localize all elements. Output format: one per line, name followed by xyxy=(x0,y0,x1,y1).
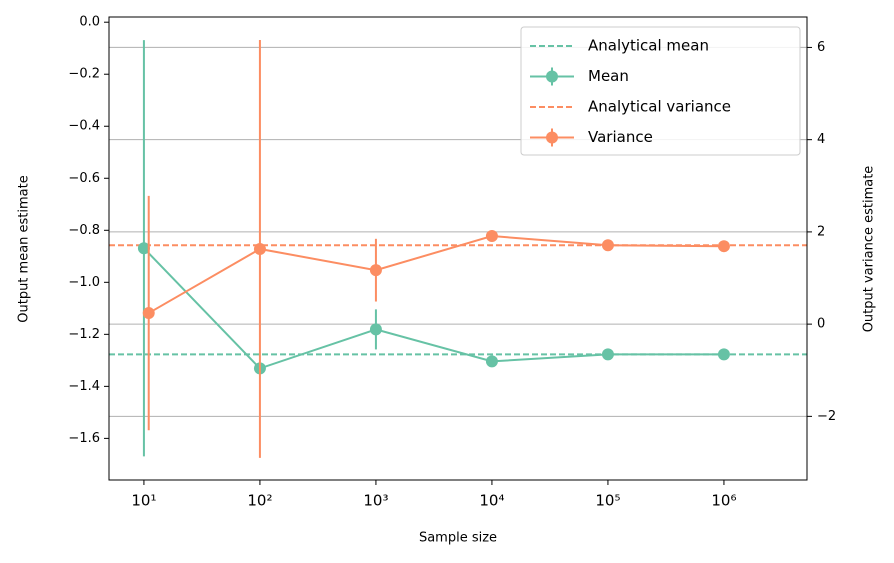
series-line xyxy=(148,235,724,314)
series-line xyxy=(143,247,724,370)
y-axis-label: Output mean estimate xyxy=(17,175,32,323)
legend-label: Analytical variance xyxy=(588,98,731,116)
marker xyxy=(369,323,382,336)
marker xyxy=(137,242,150,255)
y2-tick-label: −2 xyxy=(817,409,836,424)
y-tick-label: 0.0 xyxy=(79,15,100,30)
legend-swatch xyxy=(546,70,558,83)
y2-axis-label: Output variance estimate xyxy=(862,166,877,333)
x-tick-label: 10¹ xyxy=(131,492,156,510)
x-tick-label: 10⁵ xyxy=(595,492,620,510)
x-tick-label: 10⁴ xyxy=(479,492,504,510)
marker xyxy=(485,355,498,368)
marker xyxy=(601,348,614,361)
legend-box xyxy=(520,26,801,156)
y-tick-label: −0.8 xyxy=(68,223,100,238)
marker xyxy=(601,239,614,252)
y-tick-label: −1.6 xyxy=(68,431,100,446)
y2-tick-label: 0 xyxy=(817,317,825,332)
y-tick-label: −1.2 xyxy=(68,327,100,342)
x-tick-label: 10⁶ xyxy=(711,492,736,510)
y-tick-label: −0.6 xyxy=(68,171,100,186)
y2-tick-label: 2 xyxy=(817,224,825,239)
legend: Analytical mean Mean Analytical variance Va… xyxy=(520,26,801,156)
legend-label: Mean xyxy=(588,67,629,85)
legend-swatch xyxy=(546,131,558,144)
legend-label: Variance xyxy=(588,128,653,146)
plot-frame xyxy=(108,16,808,481)
marker xyxy=(717,240,730,253)
marker xyxy=(369,264,382,277)
marker xyxy=(485,230,498,243)
y-tick-label: −1.4 xyxy=(68,379,100,394)
y-tick-label: −0.2 xyxy=(68,67,100,82)
x-tick-label: 10² xyxy=(247,492,272,510)
marker xyxy=(142,307,155,320)
y2-tick-label: 6 xyxy=(817,40,825,55)
marker xyxy=(253,242,266,255)
y-tick-label: −1.0 xyxy=(68,275,100,290)
x-axis-label: Sample size xyxy=(419,531,497,546)
legend-label: Analytical mean xyxy=(588,37,709,55)
y-tick-label: −0.4 xyxy=(68,119,100,134)
y2-tick-label: 4 xyxy=(817,132,825,147)
marker xyxy=(717,348,730,361)
x-tick-label: 10³ xyxy=(363,492,388,510)
